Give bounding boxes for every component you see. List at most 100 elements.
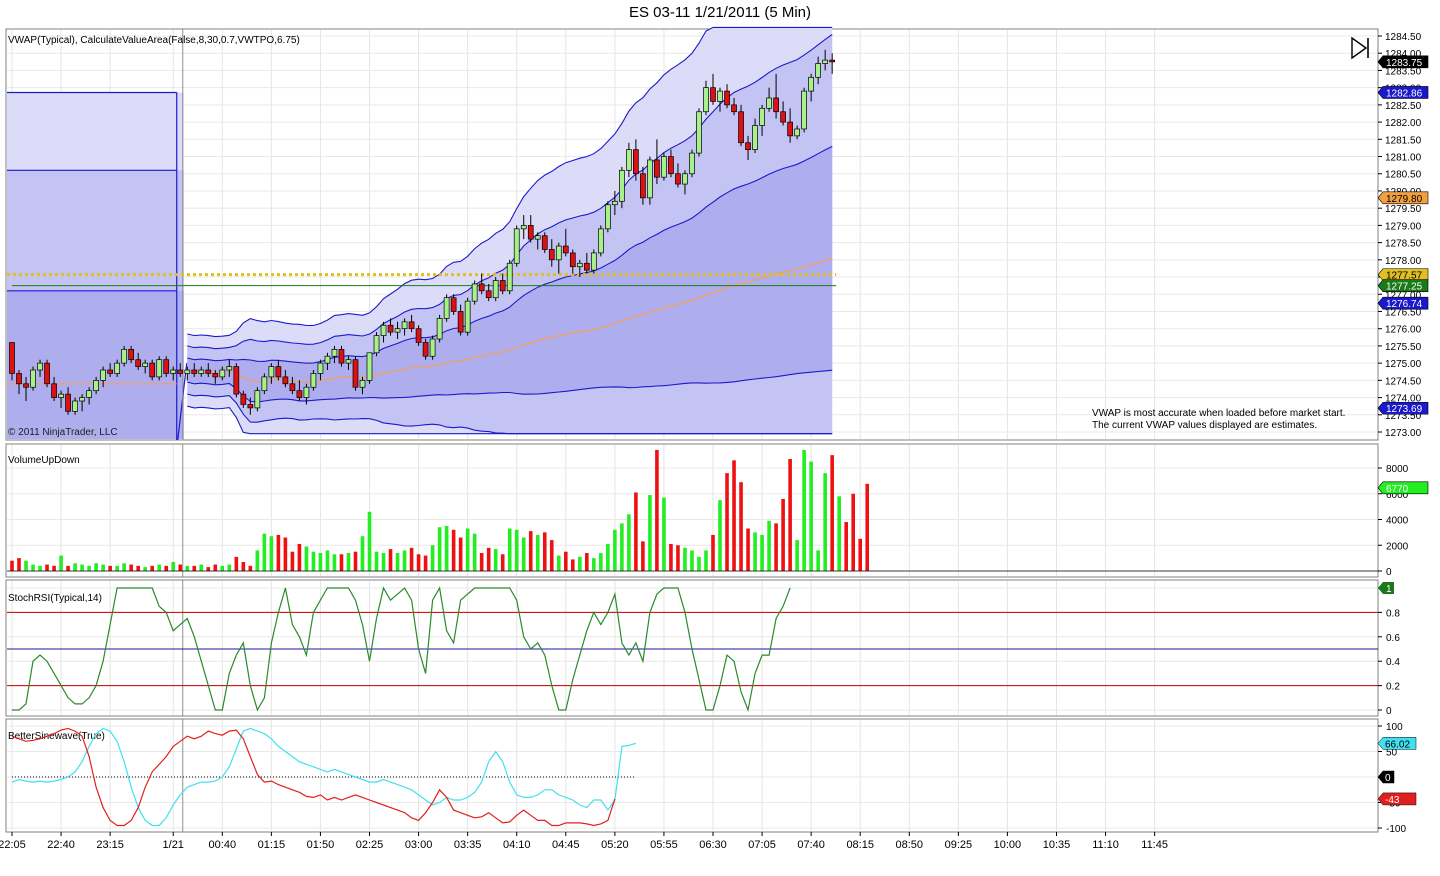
volume-bar [788, 458, 792, 571]
vwap-notice-line2: The current VWAP values displayed are es… [1092, 420, 1317, 431]
candle [65, 393, 71, 412]
candle [219, 369, 226, 378]
volume-bar [627, 514, 631, 571]
volume-bar [444, 525, 449, 571]
candle [773, 97, 779, 113]
price-tick-label: 1278.00 [1385, 256, 1422, 267]
candle [604, 204, 611, 230]
candle [703, 87, 709, 113]
volume-bar [620, 523, 624, 571]
candle [506, 262, 513, 292]
sinewave-tick-label: 50 [1386, 748, 1398, 759]
candle [177, 369, 184, 374]
volume-bar [844, 522, 848, 571]
chart-title: ES 03-11 1/21/2011 (5 Min) [628, 4, 812, 21]
volume-bar [10, 560, 14, 571]
candle [583, 262, 590, 271]
price-tick-label: 1276.50 [1385, 307, 1422, 318]
candle [485, 290, 492, 299]
candle [464, 300, 471, 333]
volume-bar [45, 564, 49, 571]
volume-bar [753, 532, 757, 571]
band-upper-1 [187, 145, 833, 364]
price-tag-box [1377, 279, 1429, 292]
volume-bar [760, 534, 764, 571]
candle [121, 349, 128, 364]
volume-bar [213, 564, 218, 571]
stochrsi-line [12, 586, 791, 713]
volume-bar [542, 532, 547, 571]
volume-bar [157, 564, 162, 571]
candle [261, 376, 268, 392]
volume-bar [248, 565, 253, 571]
candle [457, 311, 464, 333]
price-tick-label: 1276.00 [1385, 325, 1422, 336]
candle [135, 359, 142, 367]
volume-bar [185, 565, 190, 571]
volume-bar [669, 543, 673, 571]
sinewave-tag-box [1377, 770, 1395, 784]
candle [233, 366, 240, 395]
candle [422, 342, 429, 357]
volume-bar [409, 547, 414, 571]
volume-bar [451, 529, 456, 571]
volume-bar [164, 565, 169, 571]
x-tick-label: 07:05 [748, 839, 776, 851]
play-to-end-icon[interactable] [1351, 36, 1368, 60]
volume-bar [353, 551, 358, 571]
pane-frame-w [5, 718, 1379, 833]
x-tick-label: 01:50 [307, 839, 335, 851]
candle [597, 228, 604, 254]
x-tick-label: 07:40 [797, 839, 825, 851]
candle [590, 252, 597, 271]
volume-tick-label: 6000 [1386, 490, 1409, 501]
price-tag-box [1377, 191, 1429, 205]
volume-bar [423, 555, 428, 571]
price-tag: 1277.57 [1386, 271, 1423, 282]
volume-bar [697, 556, 701, 571]
x-tick-label: 1/21 [163, 839, 184, 851]
candle [394, 328, 401, 333]
candle [72, 400, 78, 412]
candle [668, 156, 674, 175]
candle [471, 283, 478, 302]
volume-bar [802, 449, 806, 571]
candle [184, 369, 191, 374]
volume-bar [269, 536, 274, 571]
stochrsi-tick-label: 0.4 [1386, 657, 1400, 668]
volume-bar [381, 552, 386, 571]
price-tick-label: 1275.50 [1385, 342, 1422, 353]
volume-bar [150, 565, 154, 571]
price-tick-label: 1281.50 [1385, 135, 1422, 146]
sinewave-indicator-label: BetterSinewave(True) [8, 731, 105, 742]
price-tick-label: 1282.00 [1385, 118, 1422, 129]
volume-bar [199, 564, 204, 571]
sinewave-line [11, 727, 637, 827]
price-tag: 1279.80 [1386, 194, 1423, 205]
sinewave-tag: 66.02 [1385, 739, 1410, 750]
candle [401, 321, 408, 330]
candle [254, 390, 261, 409]
volume-bar [585, 552, 589, 571]
price-tag: 1276.74 [1386, 299, 1423, 310]
volume-bar [641, 541, 645, 571]
candle [324, 355, 331, 364]
candle [436, 318, 443, 340]
candle [766, 97, 772, 109]
candle [815, 63, 822, 78]
volume-bar [66, 565, 70, 571]
candle [289, 383, 296, 392]
volume-bar [718, 500, 722, 571]
sinewave-tag: -43 [1385, 795, 1400, 806]
volume-bar [732, 460, 736, 571]
candle [114, 362, 121, 374]
price-tick-label: 1273.00 [1385, 428, 1422, 439]
price-tag-box [1377, 296, 1429, 310]
price-tick-label: 1283.50 [1385, 66, 1422, 77]
volume-bar [115, 565, 119, 571]
band-upper-3 [187, 26, 833, 338]
stochrsi-tick-label: 0 [1386, 706, 1392, 717]
candle [752, 125, 758, 150]
volume-bar [479, 552, 484, 571]
